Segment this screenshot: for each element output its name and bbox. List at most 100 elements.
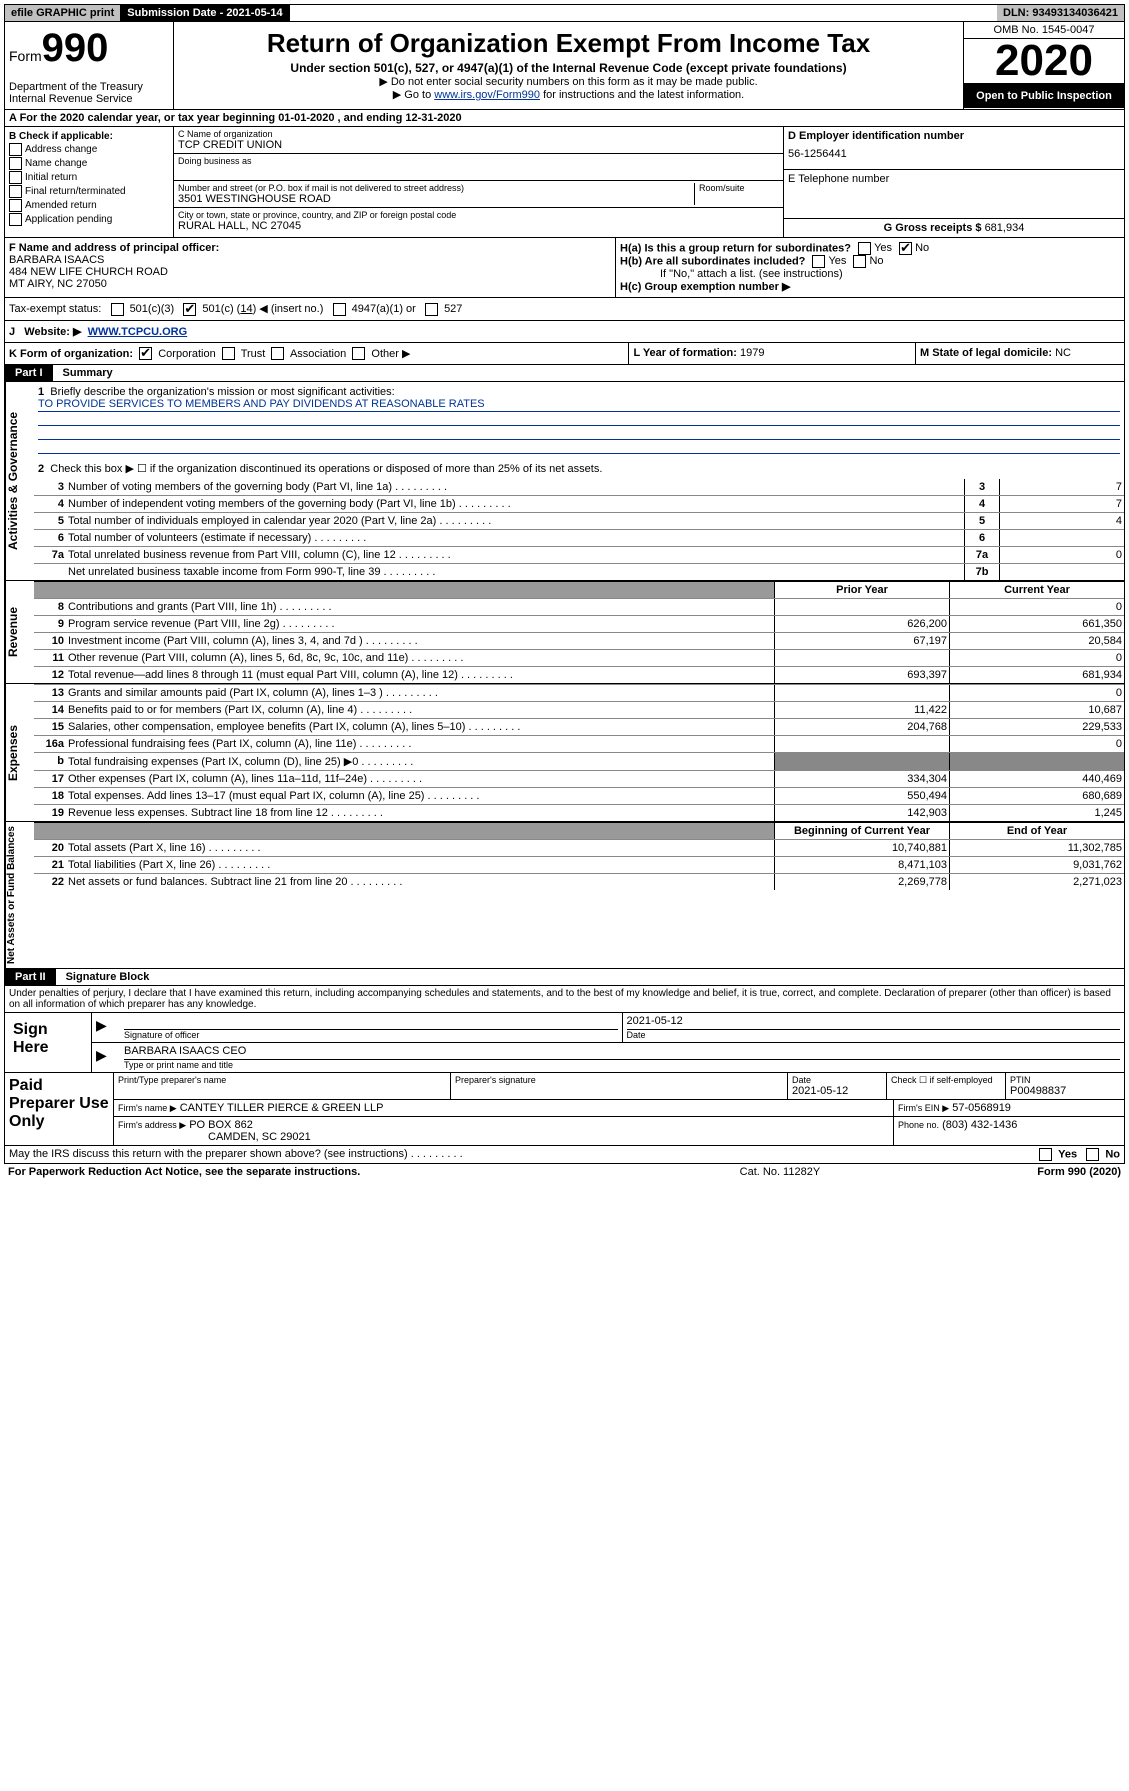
officer-name-title: BARBARA ISAACS CEO bbox=[124, 1045, 1120, 1060]
summary-line: 15Salaries, other compensation, employee… bbox=[34, 718, 1124, 735]
street-address: 3501 WESTINGHOUSE ROAD bbox=[178, 193, 694, 205]
self-employed-check[interactable]: Check ☐ if self-employed bbox=[887, 1073, 1006, 1099]
lines-3-7: 3Number of voting members of the governi… bbox=[34, 479, 1124, 580]
preparer-date: 2021-05-12 bbox=[792, 1085, 882, 1097]
section-g: G Gross receipts $ 681,934 bbox=[784, 219, 1124, 237]
website-url[interactable]: WWW.TCPCU.ORG bbox=[88, 326, 188, 338]
section-deg: D Employer identification number 56-1256… bbox=[784, 127, 1124, 237]
firm-addr: PO BOX 862 bbox=[189, 1119, 253, 1131]
top-bar: efile GRAPHIC print Submission Date - 20… bbox=[4, 4, 1125, 22]
mission-line3 bbox=[38, 426, 1120, 440]
form-title: Return of Organization Exempt From Incom… bbox=[178, 28, 959, 59]
open-to-public: Open to Public Inspection bbox=[964, 84, 1124, 108]
opt-corp: Corporation bbox=[158, 348, 215, 360]
section-b-label: B Check if applicable: bbox=[9, 131, 169, 142]
insert-no: 14 bbox=[240, 303, 252, 315]
chk-final-return[interactable]: Final return/terminated bbox=[9, 185, 169, 198]
note2-post: for instructions and the latest informat… bbox=[540, 89, 744, 101]
hb-yes[interactable]: Yes bbox=[828, 255, 846, 267]
section-b: B Check if applicable: Address change Na… bbox=[5, 127, 174, 237]
part-i-label: Part I bbox=[5, 365, 53, 381]
summary-line: 10Investment income (Part VIII, column (… bbox=[34, 632, 1124, 649]
addr-row: Number and street (or P.O. box if mail i… bbox=[174, 181, 783, 208]
chk-501c3[interactable] bbox=[111, 303, 124, 316]
chk-assoc[interactable] bbox=[271, 347, 284, 360]
na-spacer bbox=[34, 823, 774, 839]
opt-other: Other ▶ bbox=[371, 348, 410, 360]
ha-yes[interactable]: Yes bbox=[874, 242, 892, 254]
discuss-yes-chk[interactable] bbox=[1039, 1148, 1052, 1161]
chk-501c[interactable] bbox=[183, 303, 196, 316]
activities-governance-block: Activities & Governance 1 Briefly descri… bbox=[4, 382, 1125, 581]
net-assets-block: Net Assets or Fund Balances Beginning of… bbox=[4, 822, 1125, 969]
summary-line: 20Total assets (Part X, line 16)10,740,8… bbox=[34, 839, 1124, 856]
summary-line: 12Total revenue—add lines 8 through 11 (… bbox=[34, 666, 1124, 683]
chk-name-change[interactable]: Name change bbox=[9, 157, 169, 170]
summary-line: 18Total expenses. Add lines 13–17 (must … bbox=[34, 787, 1124, 804]
form-prefix: Form bbox=[9, 48, 42, 64]
phone-value bbox=[788, 185, 1120, 215]
hb-note: If "No," attach a list. (see instruction… bbox=[620, 268, 1120, 280]
chk-initial-return[interactable]: Initial return bbox=[9, 171, 169, 184]
header-note-1: ▶ Do not enter social security numbers o… bbox=[178, 75, 959, 88]
gross-receipts-value: 681,934 bbox=[985, 222, 1025, 234]
q1-text: Briefly describe the organization's miss… bbox=[50, 386, 394, 398]
chk-address-change[interactable]: Address change bbox=[9, 143, 169, 156]
summary-line: 5Total number of individuals employed in… bbox=[34, 512, 1124, 529]
chk-527[interactable] bbox=[425, 303, 438, 316]
tax-year: 2020 bbox=[964, 39, 1124, 84]
na-lines: 20Total assets (Part X, line 16)10,740,8… bbox=[34, 839, 1124, 890]
chk-application-pending[interactable]: Application pending bbox=[9, 213, 169, 226]
summary-line: 3Number of voting members of the governi… bbox=[34, 479, 1124, 495]
officer-name: BARBARA ISAACS bbox=[9, 254, 611, 266]
firm-name: CANTEY TILLER PIERCE & GREEN LLP bbox=[180, 1102, 384, 1114]
form-number: 990 bbox=[42, 26, 109, 70]
opt-4947: 4947(a)(1) or bbox=[352, 303, 416, 315]
na-content: Beginning of Current Year End of Year 20… bbox=[34, 822, 1124, 968]
sign-date: 2021-05-12 bbox=[627, 1015, 1121, 1030]
opt-501c-post: ) ◀ (insert no.) bbox=[253, 303, 324, 315]
l-label: L Year of formation: bbox=[633, 347, 737, 359]
preparer-name-label: Print/Type preparer's name bbox=[118, 1075, 446, 1085]
city-label: City or town, state or province, country… bbox=[178, 210, 779, 220]
firm-phone: (803) 432-1436 bbox=[942, 1119, 1017, 1131]
summary-line: 16aProfessional fundraising fees (Part I… bbox=[34, 735, 1124, 752]
chk-trust[interactable] bbox=[222, 347, 235, 360]
ha-no[interactable]: No bbox=[915, 242, 929, 254]
chk-corp[interactable] bbox=[139, 347, 152, 360]
preparer-date-label: Date bbox=[792, 1075, 882, 1085]
discuss-no-chk[interactable] bbox=[1086, 1148, 1099, 1161]
section-e: E Telephone number bbox=[784, 170, 1124, 219]
h-b: H(b) Are all subordinates included? Yes … bbox=[620, 255, 1120, 268]
sign-date-cell: 2021-05-12 Date bbox=[623, 1013, 1125, 1042]
chk-other[interactable] bbox=[352, 347, 365, 360]
signature-officer-cell: Signature of officer bbox=[120, 1013, 623, 1042]
footer: For Paperwork Reduction Act Notice, see … bbox=[4, 1164, 1125, 1180]
signature-line[interactable] bbox=[124, 1015, 618, 1030]
suite-label: Room/suite bbox=[699, 183, 779, 193]
revenue-block: Revenue Prior Year Current Year 8Contrib… bbox=[4, 581, 1125, 684]
header: Form990 Department of the Treasury Inter… bbox=[4, 22, 1125, 110]
summary-line: 14Benefits paid to or for members (Part … bbox=[34, 701, 1124, 718]
firm-addr-label: Firm's address ▶ bbox=[118, 1120, 186, 1130]
form-footer: Form 990 (2020) bbox=[1037, 1166, 1121, 1178]
name-title-cell: BARBARA ISAACS CEO Type or print name an… bbox=[120, 1043, 1124, 1072]
j-label: J bbox=[9, 326, 15, 338]
h-a: H(a) Is this a group return for subordin… bbox=[620, 242, 1120, 255]
irs-link[interactable]: www.irs.gov/Form990 bbox=[434, 89, 540, 101]
year-formation: 1979 bbox=[740, 347, 764, 359]
tax-exempt-status: Tax-exempt status: 501(c)(3) 501(c) (14)… bbox=[5, 298, 1124, 320]
paid-preparer-label: Paid Preparer Use Only bbox=[5, 1073, 114, 1145]
chk-4947[interactable] bbox=[333, 303, 346, 316]
hdr-prior-year: Prior Year bbox=[774, 582, 949, 598]
summary-line: 11Other revenue (Part VIII, column (A), … bbox=[34, 649, 1124, 666]
efile-graphic-print[interactable]: efile GRAPHIC print bbox=[5, 5, 121, 21]
hb-no[interactable]: No bbox=[869, 255, 883, 267]
firm-city: CAMDEN, SC 29021 bbox=[118, 1131, 889, 1143]
chk-amended-return[interactable]: Amended return bbox=[9, 199, 169, 212]
part-ii-title: Signature Block bbox=[56, 969, 160, 985]
side-revenue: Revenue bbox=[5, 581, 34, 683]
row-a-period: A For the 2020 calendar year, or tax yea… bbox=[4, 110, 1125, 127]
row-i-tax-exempt: Tax-exempt status: 501(c)(3) 501(c) (14)… bbox=[4, 298, 1125, 321]
name-title-label: Type or print name and title bbox=[124, 1060, 1120, 1070]
